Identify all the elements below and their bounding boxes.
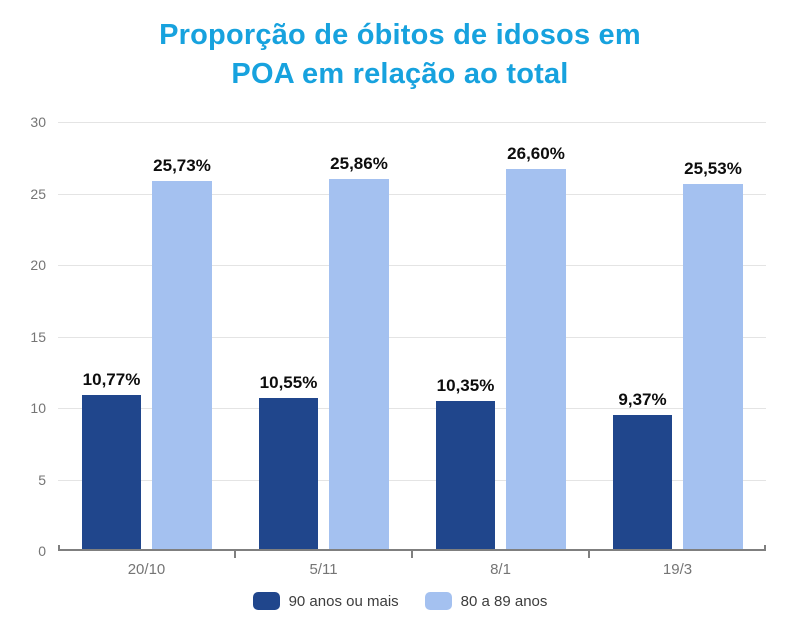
x-axis-tick [588,551,590,558]
gridline-30 [58,122,766,123]
bar-value-label-80-a-89-anos-8-1: 26,60% [507,143,565,163]
y-axis-label-30: 30 [30,114,46,130]
legend-label-90-anos-ou-mais: 90 anos ou mais [288,592,399,610]
bar-90-anos-ou-mais-8-1[interactable] [436,401,495,549]
x-axis-tick [411,551,413,558]
chart-title-line1: Proporção de óbitos de idosos em [159,19,641,51]
x-axis-label-8-1: 8/1 [490,561,511,578]
chart-title-line2: POA em relação ao total [231,58,569,90]
x-axis-start-tick [58,545,60,551]
y-axis-label-0: 0 [38,543,46,559]
gridline-25 [58,193,766,195]
bar-80-a-89-anos-5-11[interactable] [329,179,389,549]
y-axis-label-10: 10 [30,400,46,416]
bar-90-anos-ou-mais-20-10[interactable] [82,395,141,549]
bar-90-anos-ou-mais-5-11[interactable] [259,398,318,549]
x-axis-label-19-3: 19/3 [662,561,693,578]
bar-80-a-89-anos-19-3[interactable] [683,183,743,549]
y-axis-label-15: 15 [30,328,46,345]
bar-80-a-89-anos-20-10[interactable] [152,181,212,549]
x-axis-label-5-11: 5/11 [309,561,338,578]
legend-item-80-a-89-anos[interactable]: 80 a 89 anos [424,592,548,610]
legend-item-90-anos-ou-mais[interactable]: 90 anos ou mais [252,592,399,610]
bar-90-anos-ou-mais-19-3[interactable] [613,415,672,549]
gridline-10 [58,408,766,409]
x-axis-tick [234,551,236,558]
bar-value-label-90-anos-ou-mais-8-1: 10,35% [436,376,495,395]
legend-label-80-a-89-anos: 80 a 89 anos [460,592,548,610]
gridline-15 [58,336,766,338]
bar-value-label-90-anos-ou-mais-5-11: 10,55% [259,373,318,393]
x-axis-label-20-10: 20/10 [127,561,166,578]
x-axis-end-tick [764,545,766,551]
bar-value-label-80-a-89-anos-20-10: 25,73% [153,156,211,176]
plot-area: 0 5 10 15 20 25 30 10,77% 25,73% 20/10 10,55% 25,86… [30,114,766,578]
bar-value-label-90-anos-ou-mais-20-10: 10,77% [82,370,141,389]
gridline-5 [58,479,766,481]
legend-swatch-80-a-89-anos [424,592,452,610]
legend-swatch-90-anos-ou-mais [252,592,280,610]
y-axis-label-25: 25 [30,185,46,202]
bar-value-label-90-anos-ou-mais-19-3: 9,37% [618,390,667,410]
y-axis-label-5: 5 [38,471,46,488]
chart-title: Proporção de óbitos de idosos em POA em … [0,16,800,94]
bar-value-label-80-a-89-anos-19-3: 25,53% [684,158,742,178]
y-axis-label-20: 20 [30,257,46,273]
gridline-20 [58,265,766,266]
legend: 90 anos ou mais 80 a 89 anos [0,592,800,610]
bar-value-label-80-a-89-anos-5-11: 25,86% [330,154,388,174]
bar-80-a-89-anos-8-1[interactable] [506,168,566,549]
